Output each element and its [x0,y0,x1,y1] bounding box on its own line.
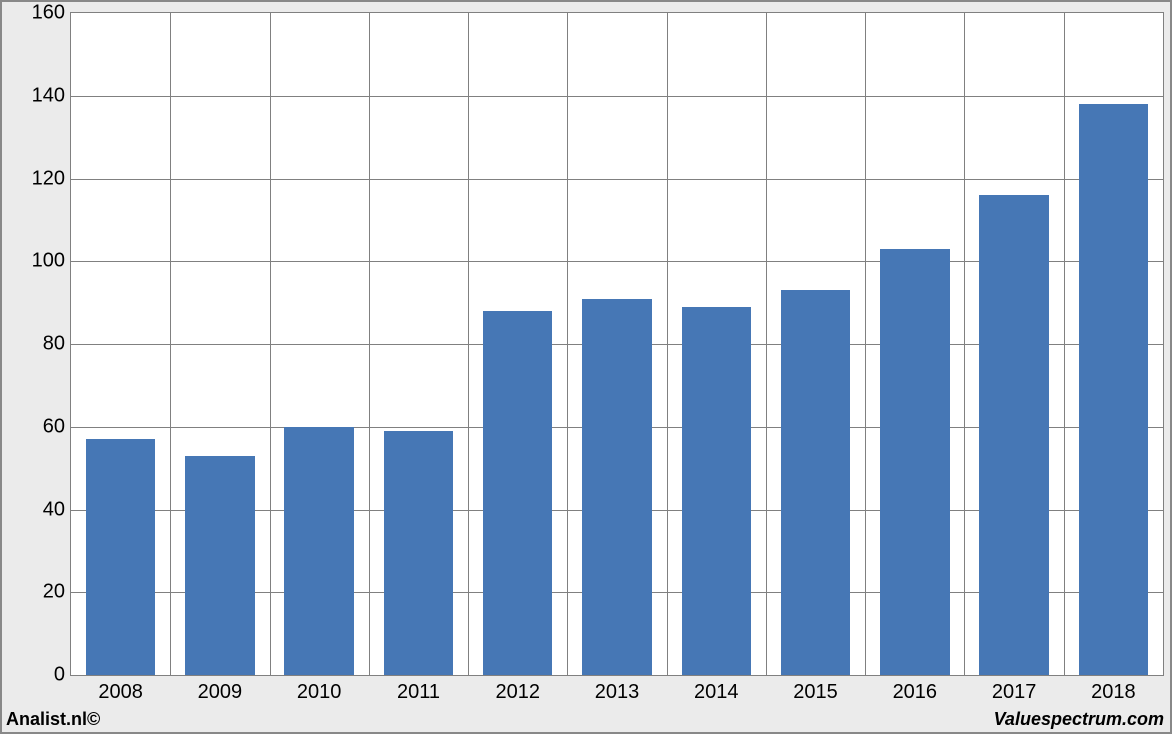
y-axis-tick-label: 140 [32,84,65,107]
bar [185,456,254,675]
x-axis-tick-label: 2013 [595,681,640,704]
bar [86,439,155,675]
x-axis-tick-label: 2015 [793,681,838,704]
gridline-vertical [270,13,271,675]
y-axis-tick-label: 40 [43,498,65,521]
gridline-vertical [964,13,965,675]
y-axis-tick-label: 100 [32,250,65,273]
bar [781,290,850,675]
y-axis-tick-label: 60 [43,415,65,438]
bar [384,431,453,675]
gridline-vertical [170,13,171,675]
gridline-vertical [1064,13,1065,675]
gridline-vertical [369,13,370,675]
bar [1079,104,1148,675]
plot-area: 0204060801001201401602008200920102011201… [70,12,1164,676]
bar [483,311,552,675]
x-axis-tick-label: 2010 [297,681,342,704]
gridline-vertical [468,13,469,675]
gridline-vertical [865,13,866,675]
y-axis-tick-label: 80 [43,333,65,356]
gridline-horizontal [71,96,1163,97]
gridline-vertical [766,13,767,675]
footer-right-label: Valuespectrum.com [994,709,1164,730]
gridline-vertical [667,13,668,675]
x-axis-tick-label: 2016 [893,681,938,704]
y-axis-tick-label: 0 [54,664,65,687]
bar [284,427,353,675]
gridline-horizontal [71,179,1163,180]
bar [582,299,651,676]
bar [880,249,949,675]
x-axis-tick-label: 2008 [98,681,143,704]
x-axis-tick-label: 2011 [397,681,440,704]
x-axis-tick-label: 2018 [1091,681,1136,704]
chart-container: 0 20 40 60 80 100 120 140 160 2008 2009 2010 2011 201… [0,0,1172,734]
x-axis-tick-label: 2009 [198,681,243,704]
x-axis-tick-label: 2012 [495,681,540,704]
y-axis-tick-label: 20 [43,581,65,604]
x-axis-tick-label: 2017 [992,681,1037,704]
y-axis-tick-label: 160 [32,2,65,25]
y-axis-tick-label: 120 [32,167,65,190]
footer-left-label: Analist.nl© [6,709,100,730]
gridline-vertical [567,13,568,675]
x-axis-tick-label: 2014 [694,681,739,704]
bar [682,307,751,675]
bar [979,195,1048,675]
